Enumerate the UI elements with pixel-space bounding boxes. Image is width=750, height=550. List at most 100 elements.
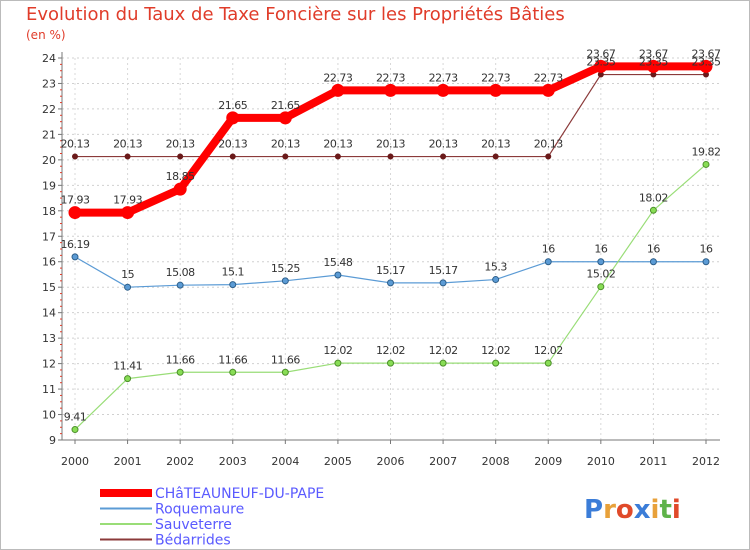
x-tick-label-2006: 2006 [377,455,405,468]
data-label-roquemaure-2004: 15.25 [271,262,300,275]
data-label-sauveterre-2002: 11.66 [166,353,195,366]
data-label-b-darrides-2002: 20.13 [166,138,195,151]
series-layer [68,59,713,434]
data-label-b-darrides-2007: 20.13 [429,138,458,151]
y-tick-label-24: 24 [42,52,56,65]
logo-text: Proxiti [584,495,681,525]
x-tick-label-2001: 2001 [114,455,142,468]
y-tick-label-21: 21 [42,128,56,141]
point-roquemaure-2006 [387,279,394,287]
data-label-b-darrides-2009: 20.13 [534,138,563,151]
data-label-ch-teauneuf-du-pape-2009: 22.73 [534,71,563,84]
data-label-b-darrides-2005: 20.13 [323,138,352,151]
point-roquemaure-2010 [597,258,605,266]
point-ch-teauneuf-du-pape-2000 [68,206,82,220]
y-tick-label-19: 19 [42,179,56,192]
point-ch-teauneuf-du-pape-2010 [594,59,608,73]
legend-label-b-darrides: Bédarrides [155,533,231,549]
data-label-ch-teauneuf-du-pape-2006: 22.73 [376,71,405,84]
point-roquemaure-2008 [492,276,500,284]
point-b-darrides-2007 [440,153,447,160]
data-label-sauveterre-2012: 19.82 [692,145,721,158]
data-label-b-darrides-2003: 20.13 [218,138,247,151]
data-label-ch-teauneuf-du-pape-2001: 17.93 [113,194,142,207]
point-roquemaure-2000 [71,253,79,261]
data-label-sauveterre-2000: 9.41 [64,411,87,424]
point-sauveterre-2010 [597,283,605,291]
point-ch-teauneuf-du-pape-2004 [278,111,292,125]
data-label-sauveterre-2010: 15.02 [586,268,615,281]
point-roquemaure-2001 [124,283,132,291]
point-b-darrides-2003 [229,153,236,160]
y-tick-label-12: 12 [42,358,56,371]
data-label-sauveterre-2003: 11.66 [218,353,247,366]
y-unit-label: (en %) [26,28,66,42]
data-label-b-darrides-2011: 23.35 [639,56,668,69]
y-tick-label-9: 9 [49,434,56,447]
point-sauveterre-2009 [544,359,552,367]
point-b-darrides-2005 [334,153,341,160]
legend: CHâTEAUNEUF-DU-PAPERoquemaureSauveterreB… [100,486,324,549]
data-label-sauveterre-2004: 11.66 [271,353,300,366]
data-label-roquemaure-2009: 16 [542,243,555,256]
point-ch-teauneuf-du-pape-2009 [541,83,555,97]
point-ch-teauneuf-du-pape-2011 [646,59,660,73]
data-label-sauveterre-2001: 11.41 [113,360,142,373]
y-tick-label-15: 15 [42,281,56,294]
legend-label-sauveterre: Sauveterre [155,517,232,533]
data-label-b-darrides-2004: 20.13 [271,138,300,151]
point-sauveterre-2012 [702,160,710,168]
x-tick-label-2005: 2005 [324,455,352,468]
logo-letter: P [584,495,603,525]
point-roquemaure-2003 [229,281,237,289]
point-b-darrides-2008 [492,153,499,160]
x-tick-label-2009: 2009 [534,455,562,468]
data-label-b-darrides-2000: 20.13 [61,138,90,151]
y-tick-label-20: 20 [42,154,56,167]
data-label-sauveterre-2009: 12.02 [534,344,563,357]
data-label-ch-teauneuf-du-pape-2003: 21.65 [218,99,247,112]
chart-title: Evolution du Taux de Taxe Foncière sur l… [26,4,565,25]
point-roquemaure-2004 [281,277,289,285]
point-roquemaure-2002 [176,281,184,289]
data-label-roquemaure-2006: 15.17 [376,264,405,277]
data-label-roquemaure-2000: 16.19 [61,238,90,251]
logo-letter: o [616,495,634,525]
x-tick-label-2010: 2010 [587,455,615,468]
data-label-roquemaure-2005: 15.48 [323,256,352,269]
point-sauveterre-2011 [649,206,657,214]
x-tick-label-2003: 2003 [219,455,247,468]
data-label-roquemaure-2007: 15.17 [429,264,458,277]
point-roquemaure-2011 [649,258,657,266]
data-labels: 16.19 15 15.08 15.1 15.25 15.48 15.17 15.17 15.3… [61,47,722,424]
logo-letter: t [659,495,671,525]
x-tick-label-2004: 2004 [271,455,299,468]
data-label-ch-teauneuf-du-pape-2007: 22.73 [429,71,458,84]
point-sauveterre-2001 [124,375,132,383]
point-ch-teauneuf-du-pape-2007 [436,83,450,97]
legend-label-ch-teauneuf-du-pape: CHâTEAUNEUF-DU-PAPE [155,486,324,502]
logo-letter: i [672,495,681,525]
y-tick-label-18: 18 [42,205,56,218]
axes: 9 10 11 12 13 14 15 16 17 18 19 20 21 22 23 24 2000 2001 2… [42,52,720,468]
data-label-ch-teauneuf-du-pape-2005: 22.73 [323,71,352,84]
point-b-darrides-2009 [545,153,552,160]
data-label-b-darrides-2006: 20.13 [376,138,405,151]
point-roquemaure-2005 [334,271,342,279]
point-ch-teauneuf-du-pape-2012 [699,59,713,73]
proxiti-logo: Proxiti [584,495,681,525]
data-label-sauveterre-2006: 12.02 [376,344,405,357]
data-label-ch-teauneuf-du-pape-2010: 23.67 [586,47,615,60]
point-ch-teauneuf-du-pape-2006 [384,83,397,97]
point-ch-teauneuf-du-pape-2008 [489,83,503,97]
point-ch-teauneuf-du-pape-2005 [331,83,345,97]
y-tick-label-13: 13 [42,332,56,345]
x-tick-label-2008: 2008 [482,455,510,468]
data-label-sauveterre-2008: 12.02 [481,344,510,357]
x-tick-label-2011: 2011 [639,455,667,468]
x-tick-label-2000: 2000 [61,455,89,468]
data-label-ch-teauneuf-du-pape-2012: 23.67 [692,47,721,60]
x-tick-label-2002: 2002 [166,455,194,468]
data-label-ch-teauneuf-du-pape-2000: 17.93 [61,194,90,207]
point-b-darrides-2000 [72,153,78,160]
